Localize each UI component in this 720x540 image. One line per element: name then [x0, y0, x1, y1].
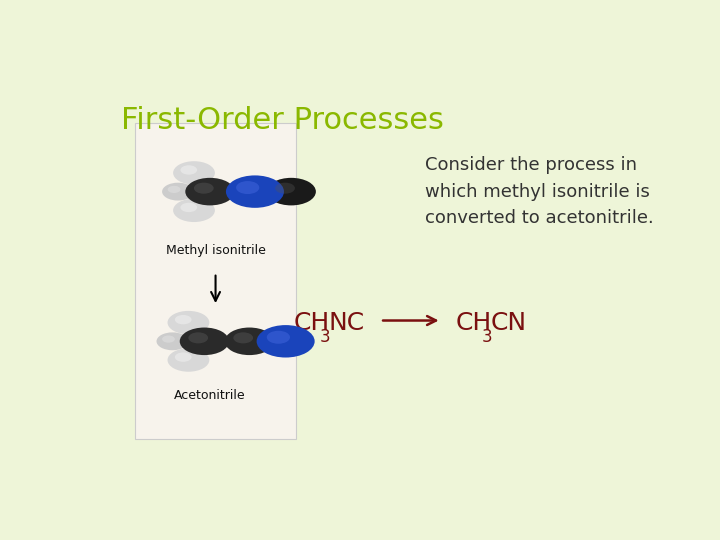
Ellipse shape [180, 328, 229, 355]
Ellipse shape [168, 186, 181, 193]
Ellipse shape [181, 202, 197, 212]
Ellipse shape [173, 161, 215, 185]
Text: 3: 3 [320, 328, 330, 346]
Text: Acetonitrile: Acetonitrile [174, 389, 246, 402]
Ellipse shape [156, 333, 189, 350]
Ellipse shape [173, 199, 215, 222]
Ellipse shape [256, 325, 315, 357]
Ellipse shape [225, 328, 274, 355]
Ellipse shape [175, 315, 192, 325]
Ellipse shape [275, 183, 295, 194]
Ellipse shape [233, 332, 253, 343]
Ellipse shape [189, 332, 208, 343]
Ellipse shape [185, 178, 235, 205]
Ellipse shape [194, 183, 214, 194]
Bar [135, 123, 297, 439]
Text: 3: 3 [482, 328, 492, 346]
Ellipse shape [266, 178, 316, 205]
Ellipse shape [168, 311, 210, 334]
Ellipse shape [175, 353, 192, 362]
Ellipse shape [267, 331, 290, 344]
Text: Consider the process in
which methyl isonitrile is
converted to acetonitrile.: Consider the process in which methyl iso… [425, 156, 654, 227]
Text: Methyl isonitrile: Methyl isonitrile [166, 244, 266, 256]
Ellipse shape [162, 183, 194, 200]
Ellipse shape [236, 181, 259, 194]
Ellipse shape [168, 348, 210, 372]
Text: CH: CH [456, 310, 492, 335]
Text: NC: NC [329, 310, 365, 335]
Text: First-Order Processes: First-Order Processes [121, 106, 444, 136]
Ellipse shape [181, 165, 197, 174]
Ellipse shape [226, 176, 284, 208]
Text: CH: CH [294, 310, 330, 335]
Ellipse shape [162, 335, 175, 343]
Text: CN: CN [490, 310, 527, 335]
